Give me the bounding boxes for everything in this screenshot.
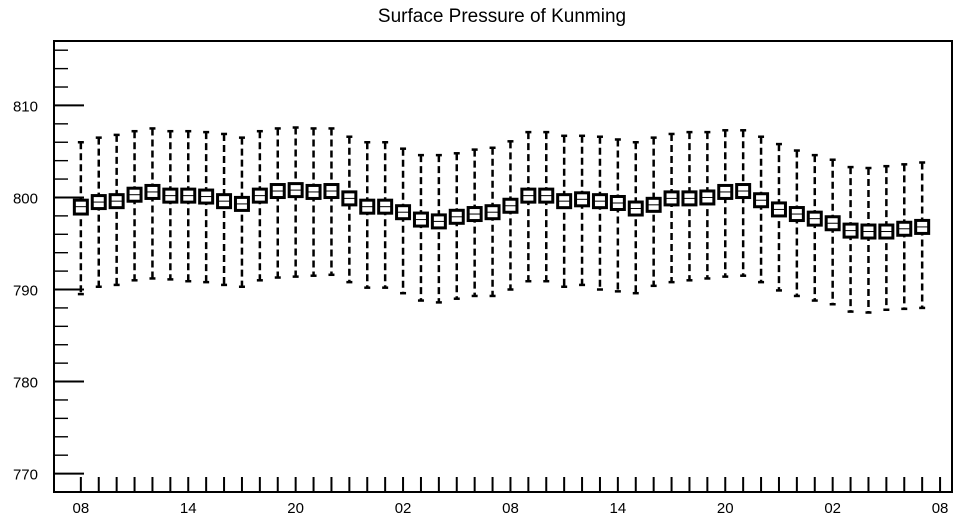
x-tick-label: 08 xyxy=(932,500,949,517)
x-tick-label: 08 xyxy=(502,500,519,517)
box-plot-mark xyxy=(72,140,89,296)
box-plot-mark xyxy=(860,166,877,314)
box-plot-mark xyxy=(216,132,233,287)
x-tick-label: 02 xyxy=(824,500,841,517)
x-tick-label: 14 xyxy=(180,500,197,517)
box-plot-mark xyxy=(806,153,823,302)
x-tick-label: 14 xyxy=(610,500,627,517)
box-plot-mark xyxy=(305,127,322,277)
plot-frame xyxy=(53,40,953,493)
box-plot-mark xyxy=(717,129,734,278)
box-plot-mark xyxy=(287,126,304,278)
box-plot-mark xyxy=(753,135,770,284)
box-plot-mark xyxy=(484,146,501,298)
box-plot-mark xyxy=(395,147,412,295)
box-plot-mark xyxy=(735,129,752,277)
box-plot-mark xyxy=(412,153,429,302)
box-plot-mark xyxy=(269,127,286,279)
y-tick-label: 780 xyxy=(13,375,38,392)
box-plot-mark xyxy=(538,130,555,283)
box-plot-mark xyxy=(233,136,250,288)
y-tick-label: 770 xyxy=(13,467,38,484)
box-plot-mark xyxy=(162,129,179,281)
box-plot-mark xyxy=(591,135,608,291)
chart-title: Surface Pressure of Kunming xyxy=(378,6,626,27)
box-plot-mark xyxy=(627,140,644,295)
box-plot-mark xyxy=(681,130,698,282)
x-tick-label: 08 xyxy=(73,500,90,517)
chart-marks xyxy=(72,126,931,314)
box-plot-mark xyxy=(108,133,125,287)
x-tick-label: 20 xyxy=(717,500,734,517)
box-plot-mark xyxy=(788,149,805,298)
box-plot-mark xyxy=(556,134,573,288)
box-plot-mark xyxy=(323,127,340,277)
x-tick-label: 20 xyxy=(287,500,304,517)
box-plot-mark xyxy=(430,153,447,304)
box-plot-mark xyxy=(914,161,931,310)
box-plot-mark xyxy=(377,140,394,289)
box-plot-mark xyxy=(144,127,161,280)
y-tick-label: 800 xyxy=(13,190,38,207)
x-tick-label: 02 xyxy=(395,500,412,517)
box-plot-mark xyxy=(645,136,662,288)
box-plot-mark xyxy=(699,130,716,280)
box-plot-mark xyxy=(251,129,268,282)
box-plot-mark xyxy=(824,158,841,306)
y-tick-label: 810 xyxy=(13,98,38,115)
box-plot-mark xyxy=(448,152,465,300)
box-plot-mark xyxy=(180,129,197,283)
box-plot-mark xyxy=(896,163,913,311)
box-plot-mark xyxy=(341,135,358,284)
box-plot-mark xyxy=(466,148,483,298)
box-plot-mark xyxy=(663,132,680,284)
chart-axes: 770 780 790 800 810 08 14 20 02 08 14 20 02 08 xyxy=(13,40,953,517)
box-plot-mark xyxy=(878,164,895,312)
box-plot-mark xyxy=(502,140,519,291)
box-plot-mark xyxy=(574,134,591,287)
box-plot-mark xyxy=(770,142,787,292)
box-plot-mark xyxy=(842,165,859,313)
box-plot-mark xyxy=(126,129,143,282)
box-plot-mark xyxy=(198,130,215,284)
box-plot-mark xyxy=(609,138,626,293)
y-tick-label: 790 xyxy=(13,283,38,300)
box-plot-mark xyxy=(359,140,376,289)
box-plot-mark xyxy=(90,136,107,288)
box-plot-mark xyxy=(520,130,537,283)
